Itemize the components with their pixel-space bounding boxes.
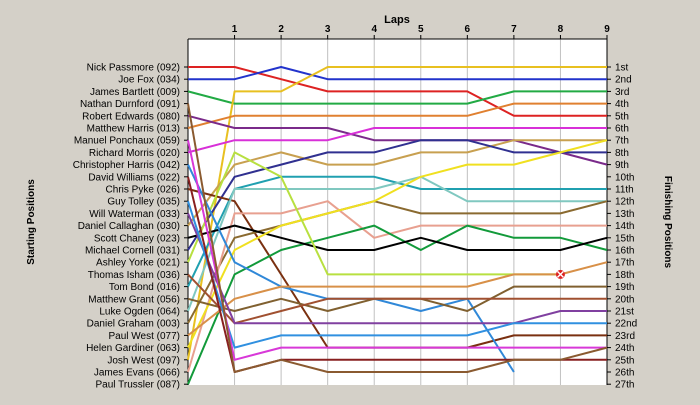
start-pos-label-27: Paul Trussler (087) xyxy=(96,380,180,391)
start-pos-label-21: Luke Ogden (064) xyxy=(99,307,180,318)
markers xyxy=(555,269,565,279)
lap-tick-label-5: 5 xyxy=(418,24,424,35)
finish-pos-label-9: 9th xyxy=(615,160,629,171)
start-pos-label-6: Matthew Harris (013) xyxy=(87,124,180,135)
lap-tick-label-7: 7 xyxy=(511,24,517,35)
finish-pos-label-22: 22nd xyxy=(615,319,637,330)
finish-pos-label-10: 10th xyxy=(615,172,634,183)
series-line-22 xyxy=(187,273,607,325)
plot-area xyxy=(188,39,607,385)
grid xyxy=(184,35,611,385)
series-line-27 xyxy=(187,103,608,373)
series-line-23 xyxy=(187,213,607,325)
finish-pos-label-13: 13th xyxy=(615,209,634,220)
finish-pos-label-17: 17th xyxy=(615,258,634,269)
chart-title: Laps xyxy=(384,14,410,26)
start-pos-label-8: Richard Morris (020) xyxy=(89,148,180,159)
start-pos-label-25: Josh West (097) xyxy=(107,355,180,366)
start-pos-label-16: Michael Cornell (031) xyxy=(85,246,180,257)
series-line-6 xyxy=(187,114,608,166)
start-pos-label-12: Guy Tolley (035) xyxy=(107,197,180,208)
series-line-15 xyxy=(187,224,608,385)
series-line-14 xyxy=(187,200,607,373)
start-pos-label-18: Thomas Isham (036) xyxy=(88,270,180,281)
start-pos-label-15: Scott Chaney (023) xyxy=(94,233,180,244)
finish-pos-label-19: 19th xyxy=(615,282,634,293)
start-pos-label-9: Christopher Harris (042) xyxy=(73,160,180,171)
finish-pos-label-26: 26th xyxy=(615,368,634,379)
lap-tick-label-9: 9 xyxy=(604,24,610,35)
start-pos-label-22: Daniel Graham (003) xyxy=(87,319,180,330)
start-pos-label-10: David Williams (022) xyxy=(88,172,180,183)
finish-pos-label-23: 23rd xyxy=(615,331,635,342)
lap-tick-label-8: 8 xyxy=(558,24,564,35)
lap-tick-label-1: 1 xyxy=(232,24,238,35)
finish-pos-label-14: 14th xyxy=(615,221,634,232)
finish-pos-label-4: 4th xyxy=(615,99,629,110)
start-pos-label-4: Nathan Durnford (091) xyxy=(80,99,180,110)
series-line-25 xyxy=(187,139,607,361)
finish-pos-label-12: 12th xyxy=(615,197,634,208)
start-pos-label-1: Nick Passmore (092) xyxy=(87,63,180,74)
start-pos-label-14: Daniel Callaghan (030) xyxy=(78,221,180,232)
series-line-8 xyxy=(187,139,607,227)
finish-pos-label-6: 6th xyxy=(615,124,629,135)
series-line-24 xyxy=(187,200,607,349)
start-pos-label-11: Chris Pyke (026) xyxy=(106,185,180,196)
start-pos-label-20: Matthew Grant (056) xyxy=(88,294,180,305)
finish-pos-label-11: 11th xyxy=(615,185,634,196)
start-pos-label-13: Will Waterman (033) xyxy=(89,209,180,220)
series-line-17 xyxy=(187,139,608,349)
finish-pos-label-2: 2nd xyxy=(615,75,632,86)
lap-tick-label-6: 6 xyxy=(465,24,471,35)
lap-tick-label-4: 4 xyxy=(371,24,377,35)
finish-pos-label-8: 8th xyxy=(615,148,629,159)
finish-pos-label-20: 20th xyxy=(615,294,634,305)
series-line-5 xyxy=(187,102,607,129)
y-axis-left-label: Starting Positions xyxy=(26,179,37,265)
start-pos-label-2: Joe Fox (034) xyxy=(118,75,180,86)
series-line-12 xyxy=(187,175,607,312)
start-pos-label-24: Helen Gardiner (063) xyxy=(86,343,180,354)
finish-pos-label-3: 3rd xyxy=(615,87,629,98)
start-pos-label-26: James Evans (066) xyxy=(94,368,180,379)
lap-tick-label-3: 3 xyxy=(325,24,331,35)
finish-pos-label-7: 7th xyxy=(615,136,629,147)
series-line-7 xyxy=(187,127,607,154)
y-axis-right-label: Finishing Positions xyxy=(662,176,673,269)
retired-marker-1 xyxy=(555,269,565,279)
start-pos-label-17: Ashley Yorke (021) xyxy=(96,258,180,269)
series-line-20 xyxy=(187,261,608,337)
series-line-9 xyxy=(187,139,607,251)
finish-pos-label-27: 27th xyxy=(615,380,634,391)
start-pos-label-5: Robert Edwards (080) xyxy=(82,111,180,122)
finish-pos-label-18: 18th xyxy=(615,270,634,281)
finish-pos-label-24: 24th xyxy=(615,343,634,354)
start-pos-label-19: Tom Bond (016) xyxy=(109,282,180,293)
finish-pos-label-25: 25th xyxy=(615,355,634,366)
start-pos-label-23: Paul West (077) xyxy=(108,331,180,342)
series-line-18 xyxy=(187,151,561,276)
lap-tick-label-2: 2 xyxy=(278,24,284,35)
finish-pos-label-1: 1st xyxy=(615,63,629,74)
start-pos-label-7: Manuel Ponchaux (059) xyxy=(74,136,180,147)
finish-pos-label-21: 21st xyxy=(615,307,634,318)
series-line-16 xyxy=(187,224,608,251)
finish-pos-label-15: 15th xyxy=(615,233,634,244)
series-lines xyxy=(187,66,608,385)
finish-pos-label-16: 16th xyxy=(615,246,634,257)
series-line-4 xyxy=(187,66,607,360)
series-line-2 xyxy=(188,66,607,81)
start-pos-label-3: James Bartlett (009) xyxy=(90,87,180,98)
finish-pos-label-5: 5th xyxy=(615,111,629,122)
series-line-3 xyxy=(187,90,607,105)
